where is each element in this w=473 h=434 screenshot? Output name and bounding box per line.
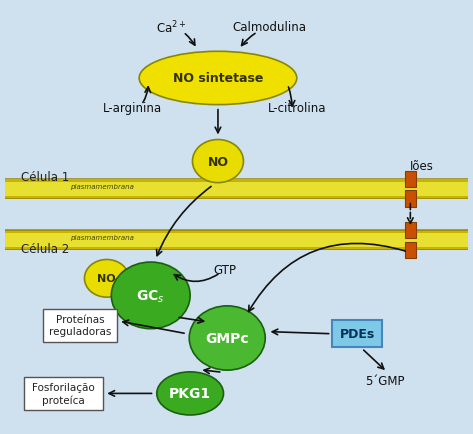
Bar <box>5 183 468 196</box>
Bar <box>5 198 468 200</box>
Ellipse shape <box>193 140 244 183</box>
Ellipse shape <box>111 263 190 329</box>
Text: L-citrolina: L-citrolina <box>268 102 326 115</box>
Text: NO sintetase: NO sintetase <box>173 72 263 85</box>
Bar <box>5 179 468 200</box>
Ellipse shape <box>189 306 265 370</box>
Text: Proteínas
reguladoras: Proteínas reguladoras <box>49 315 111 336</box>
Text: Célula 1: Célula 1 <box>21 170 69 183</box>
Bar <box>404 242 416 258</box>
Bar <box>5 249 468 250</box>
Text: Ca$^{2+}$: Ca$^{2+}$ <box>157 20 187 36</box>
FancyBboxPatch shape <box>43 309 117 342</box>
Text: plasmamembrana: plasmamembrana <box>70 234 133 240</box>
Text: GMPc: GMPc <box>205 331 249 345</box>
FancyBboxPatch shape <box>333 320 382 348</box>
Bar <box>404 191 416 207</box>
Ellipse shape <box>157 372 224 415</box>
Text: NO: NO <box>97 274 116 284</box>
Text: Iões: Iões <box>410 159 434 172</box>
Text: PDEs: PDEs <box>340 328 375 340</box>
Text: GTP: GTP <box>213 264 236 276</box>
Text: L-arginina: L-arginina <box>103 102 162 115</box>
Text: plasmamembrana: plasmamembrana <box>70 184 133 189</box>
Bar <box>5 230 468 250</box>
Text: GC$_s$: GC$_s$ <box>136 287 165 304</box>
Bar <box>5 233 468 247</box>
Text: Fosforilação
proteíca: Fosforilação proteíca <box>33 382 95 404</box>
Text: NO: NO <box>208 155 228 168</box>
Ellipse shape <box>85 260 129 297</box>
Text: Célula 2: Célula 2 <box>21 243 69 255</box>
Bar <box>5 230 468 231</box>
Bar <box>404 223 416 239</box>
Ellipse shape <box>139 52 297 105</box>
Bar <box>5 179 468 180</box>
FancyBboxPatch shape <box>24 377 104 410</box>
Bar <box>404 171 416 187</box>
Text: 5´GMP: 5´GMP <box>365 374 404 387</box>
Text: PKG1: PKG1 <box>169 387 211 401</box>
Text: Calmodulina: Calmodulina <box>232 21 306 34</box>
